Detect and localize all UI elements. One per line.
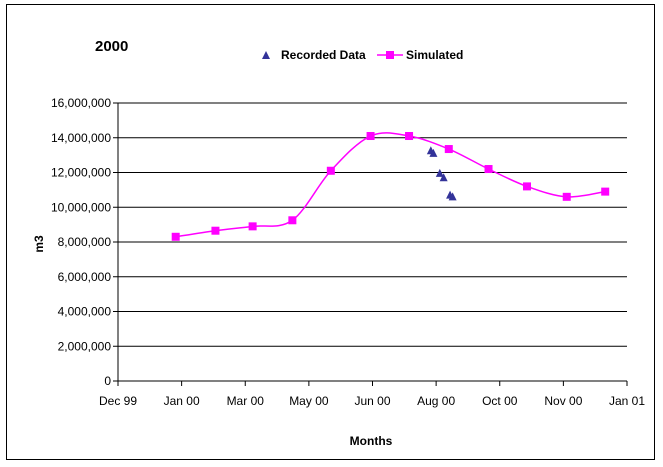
x-tick-label: Jun 00: [354, 394, 390, 408]
data-point-simulated: [484, 165, 493, 174]
legend: Recorded Data Simulated: [262, 48, 463, 62]
data-point-recorded: [429, 148, 438, 157]
x-tick-label: Aug 00: [417, 394, 455, 408]
x-axis-title: Months: [350, 434, 393, 448]
y-tick-label: 10,000,000: [51, 200, 111, 214]
legend-label-recorded: Recorded Data: [281, 48, 366, 62]
y-tick-label: 2,000,000: [58, 339, 112, 353]
y-tick-label: 0: [104, 374, 111, 388]
y-tick-label: 16,000,000: [51, 96, 111, 110]
x-tick-label: Dec 99: [99, 394, 137, 408]
data-point-simulated: [211, 226, 220, 235]
y-axis-title: m3: [32, 235, 46, 253]
data-point-recorded: [435, 168, 444, 177]
x-tick-label: Oct 00: [482, 394, 518, 408]
chart-frame: [6, 4, 655, 460]
gridlines: [118, 102, 627, 347]
x-tick-label: Jan 01: [609, 394, 645, 408]
data-point-simulated: [601, 187, 610, 196]
y-tick-label: 14,000,000: [51, 131, 111, 145]
y-tick-label: 12,000,000: [51, 166, 111, 180]
data-point-recorded: [448, 192, 457, 201]
chart-title: 2000: [95, 38, 128, 55]
data-point-simulated: [288, 216, 297, 225]
legend-marker-simulated: [386, 51, 394, 59]
data-point-simulated: [522, 182, 531, 191]
data-point-simulated: [366, 132, 375, 141]
x-tick-label: Jan 00: [164, 394, 200, 408]
legend-label-simulated: Simulated: [406, 48, 463, 62]
data-point-simulated: [405, 132, 414, 141]
x-ticks: Dec 99 Jan 00 Mar 00 May 00 Jun 00 Aug 00 Oct …: [99, 381, 645, 408]
data-point-simulated: [562, 192, 571, 201]
y-tick-label: 4,000,000: [58, 305, 112, 319]
y-tick-label: 6,000,000: [58, 270, 112, 284]
legend-marker-recorded: [262, 51, 270, 59]
series-line-simulated: [175, 132, 606, 238]
series-layer: [171, 132, 610, 241]
data-point-simulated: [444, 145, 453, 154]
y-tick-label: 8,000,000: [58, 235, 112, 249]
data-point-recorded: [439, 173, 448, 182]
data-point-simulated: [326, 166, 335, 175]
x-tick-label: May 00: [289, 394, 329, 408]
x-tick-label: Mar 00: [227, 394, 265, 408]
y-ticks: 0 2,000,000 4,000,000 6,000,000 8,000,000 10,…: [51, 96, 118, 388]
x-tick-label: Nov 00: [544, 394, 582, 408]
data-point-simulated: [171, 232, 180, 241]
data-point-simulated: [248, 222, 257, 231]
